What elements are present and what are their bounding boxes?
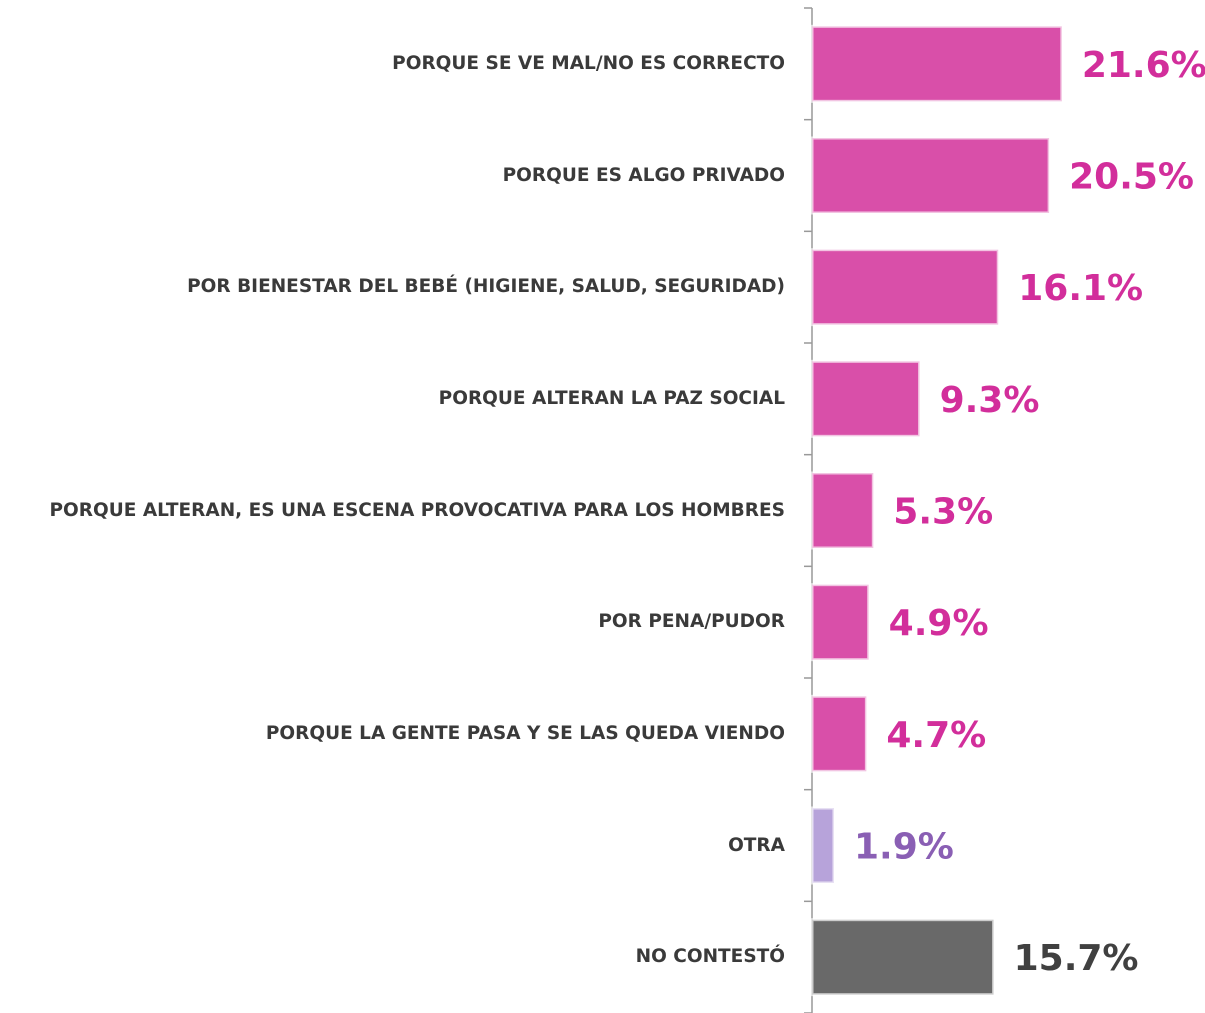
bar: [810, 471, 875, 550]
category-label: PORQUE ES ALGO PRIVADO: [502, 164, 785, 186]
value-label: 20.5%: [1069, 157, 1194, 198]
value-label: 21.6%: [1082, 45, 1205, 86]
category-label: POR PENA/PUDOR: [598, 611, 785, 633]
value-label: 4.9%: [889, 603, 989, 644]
bar: [810, 918, 996, 997]
bar: [810, 694, 868, 773]
value-label: 1.9%: [854, 827, 954, 868]
value-label: 5.3%: [893, 492, 993, 533]
value-label: 15.7%: [1014, 938, 1139, 979]
category-label: OTRA: [728, 834, 785, 856]
bar: [810, 24, 1064, 103]
bar: [810, 806, 836, 885]
value-label: 4.7%: [886, 715, 986, 756]
bar: [810, 583, 871, 662]
category-label: PORQUE ALTERAN, ES UNA ESCENA PROVOCATIV…: [49, 499, 785, 521]
bar: [810, 136, 1051, 215]
category-label: PORQUE ALTERAN LA PAZ SOCIAL: [438, 387, 785, 409]
category-label: PORQUE SE VE MAL/NO ES CORRECTO: [392, 52, 785, 74]
bar: [810, 248, 1000, 327]
category-label: POR BIENESTAR DEL BEBÉ (HIGIENE, SALUD, …: [187, 276, 785, 298]
category-label: PORQUE LA GENTE PASA Y SE LAS QUEDA VIEN…: [265, 722, 785, 744]
category-label: NO CONTESTÓ: [635, 946, 785, 968]
value-label: 16.1%: [1018, 268, 1143, 309]
bar: [810, 359, 922, 438]
value-label: 9.3%: [940, 380, 1040, 421]
